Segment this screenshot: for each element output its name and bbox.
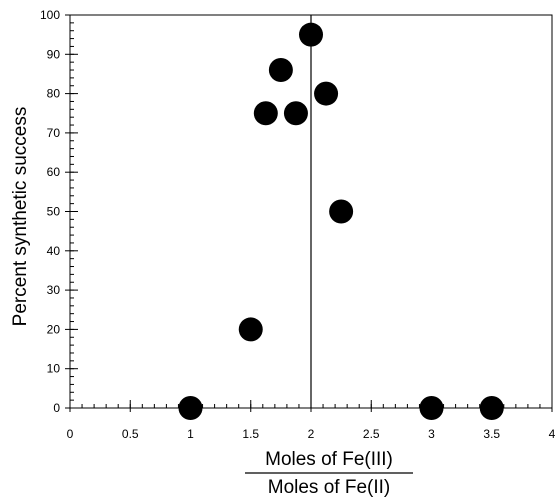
x-tick-label: 0: [67, 427, 74, 441]
data-point: [314, 81, 339, 106]
x-tick-label: 3: [428, 427, 435, 441]
data-point: [329, 199, 354, 224]
x-tick-labels: 0 0.5 1 1.5 2 2.5 3 3.5 4: [67, 427, 555, 441]
x-axis-title-numerator: Moles of Fe(III): [265, 449, 393, 470]
x-tick-label: 4: [549, 427, 555, 441]
data-point: [419, 396, 444, 420]
y-tick-label: 0: [53, 401, 60, 415]
x-tick-label: 1.5: [242, 427, 259, 441]
y-tick-label: 10: [47, 362, 61, 376]
data-point: [268, 58, 293, 83]
y-tick-label: 80: [47, 87, 61, 101]
y-tick-label: 90: [47, 47, 61, 61]
y-tick-label: 60: [47, 165, 61, 179]
data-point: [178, 396, 203, 420]
data-point: [253, 101, 278, 126]
x-tick-label: 2.5: [363, 427, 380, 441]
data-points: [178, 22, 504, 420]
data-point: [283, 101, 308, 126]
x-tick-label: 3.5: [483, 427, 500, 441]
x-tick-label: 2: [308, 427, 315, 441]
y-tick-label: 40: [47, 244, 61, 258]
y-tick-label: 50: [47, 205, 61, 219]
major-ticks: [65, 14, 553, 412]
y-tick-label: 70: [47, 126, 61, 140]
data-point: [479, 396, 504, 420]
x-axis-title-denominator: Moles of Fe(II): [268, 477, 390, 497]
y-tick-label: 30: [47, 283, 61, 297]
y-axis-title: Percent synthetic success: [10, 107, 31, 327]
y-tick-label: 20: [47, 322, 61, 336]
y-tick-label: 100: [40, 8, 60, 22]
x-tick-label: 0.5: [122, 427, 139, 441]
data-point: [299, 22, 323, 47]
x-tick-label: 1: [187, 427, 194, 441]
data-point: [238, 317, 263, 342]
y-tick-labels: 0 10 20 30 40 50 60 70 80 90 100: [40, 8, 60, 415]
